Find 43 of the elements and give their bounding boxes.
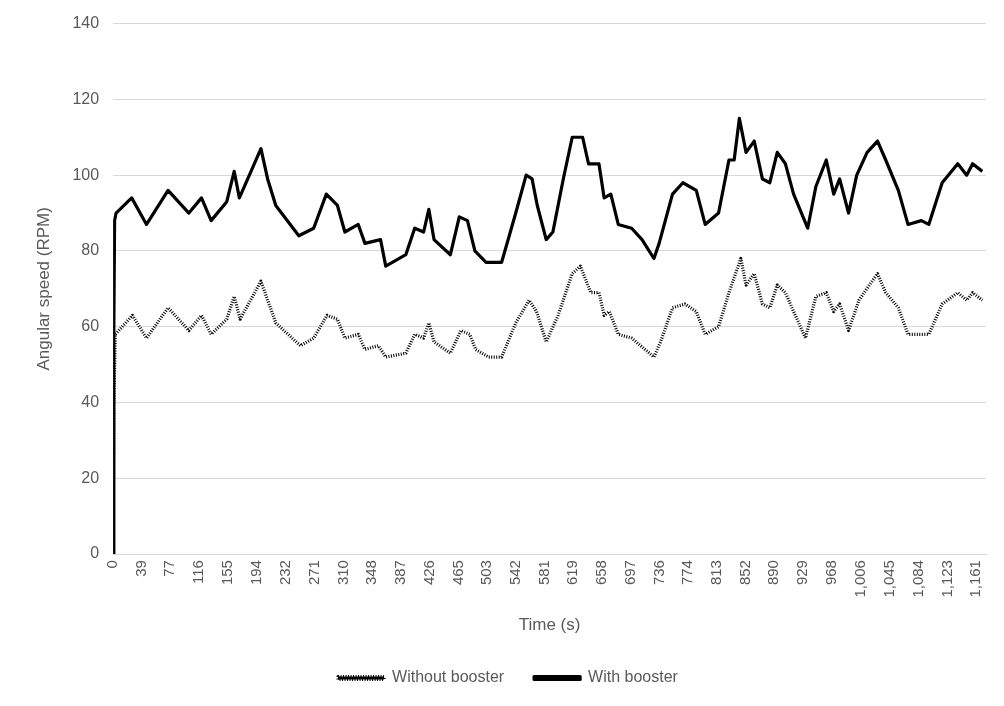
x-tick-label: 426 <box>419 560 437 586</box>
x-tick-label: 774 <box>678 560 696 586</box>
x-tick-label: 697 <box>621 560 639 586</box>
x-tick-label: 503 <box>476 560 494 586</box>
legend-label: With booster <box>588 668 679 686</box>
x-tick-label: 1,045 <box>879 560 897 598</box>
y-tick-label: 100 <box>72 165 100 183</box>
x-tick-label: 232 <box>275 560 293 586</box>
x-tick-label: 271 <box>304 560 322 586</box>
y-tick-label: 40 <box>81 392 100 410</box>
x-tick-label: 194 <box>247 560 265 586</box>
x-tick-label: 348 <box>361 560 379 586</box>
x-tick-label: 116 <box>189 560 207 584</box>
x-tick-label: 890 <box>764 560 782 586</box>
x-tick-label: 813 <box>707 560 725 586</box>
x-tick-label: 1,123 <box>937 560 955 598</box>
x-tick-label: 1,161 <box>965 560 983 598</box>
x-tick-label: 387 <box>390 560 408 586</box>
x-tick-label: 619 <box>563 560 581 586</box>
x-tick-label: 1,006 <box>850 560 868 598</box>
x-tick-label: 542 <box>505 560 523 586</box>
x-tick-label: 658 <box>592 560 610 586</box>
x-axis-title: Time (s) <box>518 615 581 635</box>
x-tick-label: 736 <box>650 560 668 586</box>
x-tick-label: 968 <box>822 560 840 586</box>
x-tick-label: 0 <box>103 560 121 569</box>
x-tick-label: 581 <box>534 560 552 586</box>
x-tick-label: 1,084 <box>908 560 926 598</box>
y-tick-label: 140 <box>72 14 100 32</box>
x-tick-label: 310 <box>333 560 351 586</box>
x-tick-label: 465 <box>448 560 466 586</box>
legend-label: Without booster <box>392 668 505 686</box>
x-tick-label: 39 <box>132 560 150 577</box>
y-axis-title: Angular speed (RPM) <box>33 207 53 371</box>
y-tick-label: 120 <box>72 89 100 107</box>
y-tick-label: 60 <box>81 317 100 335</box>
x-tick-label: 155 <box>218 560 236 586</box>
y-tick-label: 20 <box>81 468 100 486</box>
x-tick-label: 77 <box>160 560 178 577</box>
y-tick-label: 0 <box>90 544 100 562</box>
x-tick-label: 852 <box>736 560 754 586</box>
x-tick-label: 929 <box>793 560 811 586</box>
y-tick-label: 80 <box>81 241 100 259</box>
